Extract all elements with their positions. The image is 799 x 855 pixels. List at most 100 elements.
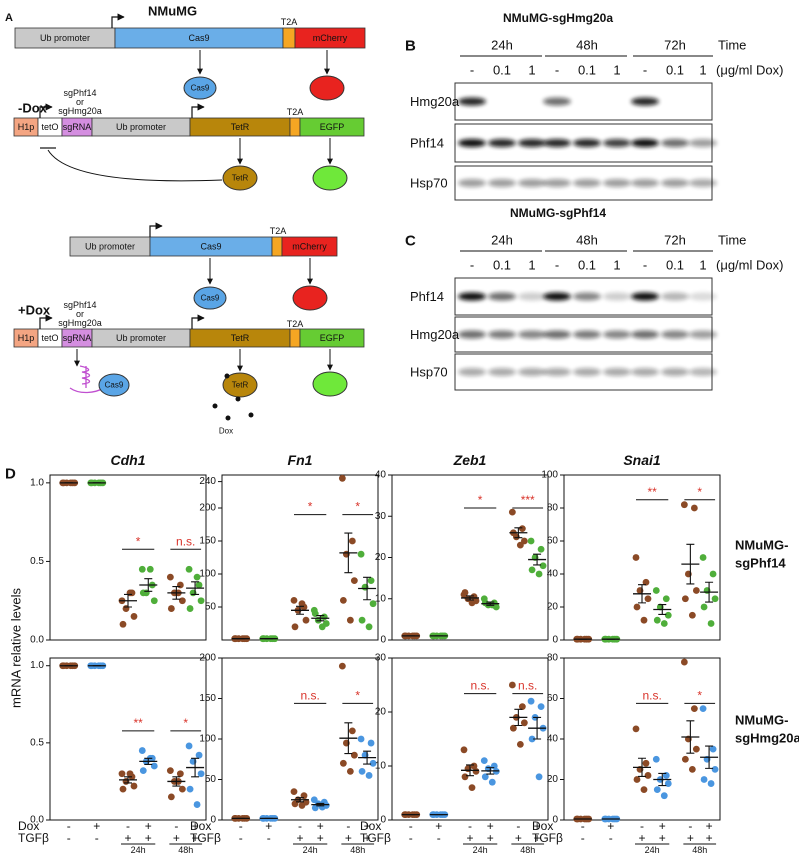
construct-segment — [299, 328, 365, 348]
y-tick-label: 30 — [375, 511, 387, 522]
data-point — [662, 595, 670, 603]
dose-label: - — [470, 258, 474, 273]
y-tick-label: 50 — [205, 602, 217, 613]
inhibition-line — [47, 149, 223, 182]
data-point — [707, 780, 715, 787]
data-point — [488, 778, 496, 786]
sem-bar — [172, 586, 181, 600]
sem-bar — [172, 776, 181, 787]
data-point — [298, 802, 306, 809]
y-tick-label: 1.0 — [30, 660, 44, 671]
data-point — [688, 611, 696, 619]
blot-band — [543, 179, 571, 187]
protein-egfp — [312, 165, 348, 191]
sem-bar — [124, 776, 132, 784]
panel-label: C — [405, 233, 416, 250]
significance-label: *** — [521, 493, 535, 507]
protein-label: Cas9 — [201, 294, 220, 303]
tgf-row-label: TGFβ — [18, 831, 49, 845]
dox-molecule — [212, 403, 218, 409]
tgf-sign: - — [67, 831, 71, 845]
blot-band — [689, 179, 717, 187]
promoter-arrow — [191, 103, 205, 118]
sem-bar — [363, 750, 372, 765]
data-point — [528, 566, 536, 574]
sem-bar — [514, 527, 523, 539]
blot-band — [488, 139, 516, 147]
data-point — [185, 565, 193, 573]
data-point — [633, 776, 641, 783]
row-label: sgHmg20a — [735, 731, 799, 746]
data-point — [535, 773, 543, 781]
data-point — [350, 751, 358, 759]
data-point — [346, 616, 354, 624]
data-point — [539, 562, 547, 570]
data-point — [537, 545, 545, 553]
dox-sign: - — [174, 819, 178, 833]
y-tick-label: 80 — [547, 653, 559, 664]
tgf-sign: + — [515, 831, 522, 845]
plot-frame — [49, 474, 207, 641]
data-point — [338, 474, 346, 482]
data-point — [130, 613, 138, 620]
sem-bar — [705, 745, 714, 769]
t2a-label: T2A — [287, 107, 304, 117]
dose-label: - — [470, 63, 474, 78]
construct-segment — [282, 27, 296, 49]
blot-band — [631, 139, 659, 147]
significance-label: n.s. — [642, 688, 661, 702]
significance-label: n.s. — [176, 534, 195, 548]
blot-band — [488, 179, 516, 187]
dose-label: 1 — [699, 258, 706, 273]
data-point — [653, 616, 661, 624]
protein-label: TetR — [232, 174, 249, 183]
dox-sign: - — [239, 819, 243, 833]
tgf-sign: + — [145, 831, 152, 845]
data-point — [660, 792, 668, 800]
dox-molecule — [248, 412, 254, 418]
significance-label: * — [308, 500, 313, 514]
y-tick-label: 150 — [199, 536, 216, 547]
y-tick-label: 20 — [547, 602, 559, 613]
significance-label: ** — [133, 716, 143, 730]
data-point — [535, 570, 543, 578]
tgf-sign: - — [95, 831, 99, 845]
sem-bar — [191, 757, 200, 778]
condition-label: +Dox — [18, 303, 51, 318]
tgf-sign: - — [409, 831, 413, 845]
time-label: 72h — [664, 233, 686, 248]
tgf-sign: + — [124, 831, 131, 845]
data-point — [461, 773, 469, 781]
time-label: 48h — [350, 845, 365, 855]
dox-sign: - — [126, 819, 130, 833]
y-tick-label: 0.0 — [30, 635, 44, 646]
blot-band — [661, 368, 689, 376]
data-point — [690, 504, 698, 512]
blot-band — [661, 330, 689, 339]
tgf-sign: + — [364, 831, 371, 845]
blot-band — [518, 292, 546, 301]
y-tick-label: 0 — [552, 635, 558, 646]
significance-label: * — [697, 485, 702, 499]
segment-label: mCherry — [292, 242, 327, 252]
sem-bar — [658, 603, 667, 615]
chart-title: Fn1 — [288, 452, 313, 468]
protein-cas9 — [98, 373, 130, 397]
dox-sign: + — [487, 819, 494, 833]
dox-sign: - — [67, 819, 71, 833]
segment-label: sgRNA — [63, 122, 92, 132]
panel-label: D — [5, 466, 16, 483]
protein-label: TetR — [232, 381, 249, 390]
tgf-sign: + — [487, 831, 494, 845]
dox-sign: - — [298, 819, 302, 833]
data-point — [139, 767, 147, 775]
data-point — [365, 772, 373, 779]
blot-band — [518, 139, 546, 147]
sem-bar — [344, 532, 353, 574]
blot-label: Phf14 — [410, 289, 444, 304]
data-point — [176, 581, 184, 589]
segment-label: Ub promoter — [85, 242, 135, 252]
protein-cas9 — [193, 286, 227, 310]
tgf-sign: + — [534, 831, 541, 845]
